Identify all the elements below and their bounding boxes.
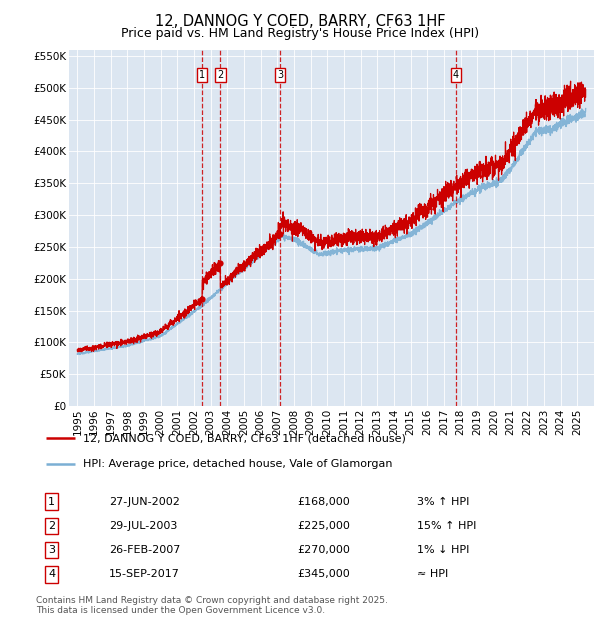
Text: 3% ↑ HPI: 3% ↑ HPI	[417, 497, 469, 507]
Text: 29-JUL-2003: 29-JUL-2003	[109, 521, 178, 531]
Text: 1: 1	[199, 70, 205, 80]
Text: 26-FEB-2007: 26-FEB-2007	[109, 545, 181, 555]
Text: HPI: Average price, detached house, Vale of Glamorgan: HPI: Average price, detached house, Vale…	[83, 459, 392, 469]
Text: £168,000: £168,000	[297, 497, 350, 507]
Text: £225,000: £225,000	[297, 521, 350, 531]
Text: 3: 3	[48, 545, 55, 555]
Text: £270,000: £270,000	[297, 545, 350, 555]
Text: 4: 4	[453, 70, 459, 80]
Text: 2: 2	[48, 521, 55, 531]
Text: Price paid vs. HM Land Registry's House Price Index (HPI): Price paid vs. HM Land Registry's House …	[121, 27, 479, 40]
Text: 27-JUN-2002: 27-JUN-2002	[109, 497, 180, 507]
Text: 12, DANNOG Y COED, BARRY, CF63 1HF (detached house): 12, DANNOG Y COED, BARRY, CF63 1HF (deta…	[83, 433, 406, 443]
Text: 12, DANNOG Y COED, BARRY, CF63 1HF: 12, DANNOG Y COED, BARRY, CF63 1HF	[155, 14, 445, 29]
Text: 1: 1	[48, 497, 55, 507]
Text: 15% ↑ HPI: 15% ↑ HPI	[417, 521, 476, 531]
Text: 3: 3	[277, 70, 283, 80]
Text: 4: 4	[48, 569, 55, 580]
Text: 2: 2	[217, 70, 223, 80]
Text: 15-SEP-2017: 15-SEP-2017	[109, 569, 180, 580]
Text: 1% ↓ HPI: 1% ↓ HPI	[417, 545, 469, 555]
Text: £345,000: £345,000	[297, 569, 350, 580]
Text: ≈ HPI: ≈ HPI	[417, 569, 448, 580]
Text: Contains HM Land Registry data © Crown copyright and database right 2025.
This d: Contains HM Land Registry data © Crown c…	[36, 596, 388, 615]
